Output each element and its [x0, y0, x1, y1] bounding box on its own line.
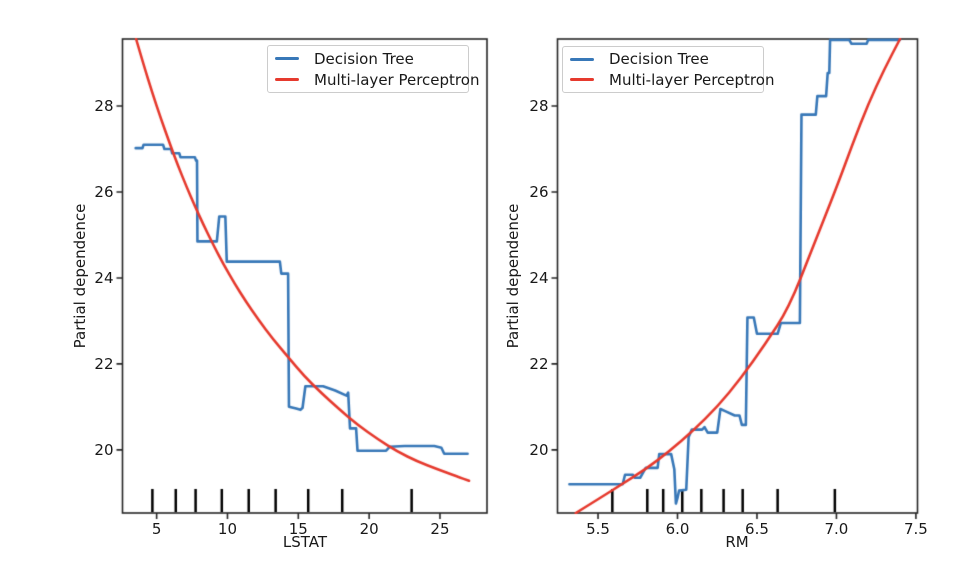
y-tick-label: 20 [529, 440, 549, 459]
x-axis-label-lstat: LSTAT [282, 533, 328, 551]
y-tick-label: 26 [94, 182, 114, 201]
x-tick-label: 6.0 [665, 520, 690, 538]
legend-line-decision-tree-icon [570, 57, 594, 61]
x-axis-label-rm: RM [725, 533, 749, 551]
x-tick-label: 5 [151, 520, 162, 538]
x-tick-label: 10 [217, 520, 238, 538]
legend-label-decision-tree: Decision Tree [609, 50, 709, 69]
x-tick-label: 7.0 [824, 520, 849, 538]
legend-left-plot: Decision Tree Multi-layer Perceptron [267, 45, 479, 93]
legend-line-mlp-icon [570, 78, 594, 82]
x-tick-label: 20 [359, 520, 379, 538]
x-tick-label: 7.5 [903, 520, 928, 538]
y-tick-label: 26 [529, 182, 549, 201]
legend-label-decision-tree: Decision Tree [314, 49, 414, 68]
y-tick-label: 28 [529, 97, 549, 116]
x-tick-label: 6.5 [745, 520, 769, 538]
x-tick-label: 25 [430, 520, 450, 538]
y-axis-label-left: Partial dependence [71, 203, 89, 349]
y-tick-label: 24 [529, 268, 549, 287]
y-tick-label: 24 [94, 268, 114, 287]
y-tick-label: 28 [94, 97, 114, 116]
legend-item-mlp: Multi-layer Perceptron [570, 70, 774, 91]
y-axis-label-right: Partial dependence [504, 203, 522, 349]
y-tick-label: 22 [94, 354, 114, 373]
legend-label-mlp: Multi-layer Perceptron [609, 70, 775, 89]
legend-item-decision-tree: Decision Tree [570, 49, 755, 70]
y-tick-label: 20 [94, 440, 114, 459]
x-tick-label: 15 [288, 520, 308, 538]
y-tick-label: 22 [529, 354, 549, 373]
legend-right-plot: Decision Tree Multi-layer Perceptron [562, 46, 774, 93]
legend-line-decision-tree-icon [275, 57, 299, 60]
legend-item-decision-tree: Decision Tree [275, 48, 460, 69]
legend-line-mlp-icon [275, 78, 299, 81]
legend-label-mlp: Multi-layer Perceptron [314, 70, 480, 89]
legend-item-mlp: Multi-layer Perceptron [275, 69, 479, 90]
x-tick-label: 5.5 [586, 520, 610, 538]
